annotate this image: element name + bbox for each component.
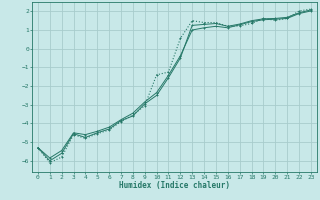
X-axis label: Humidex (Indice chaleur): Humidex (Indice chaleur) (119, 181, 230, 190)
